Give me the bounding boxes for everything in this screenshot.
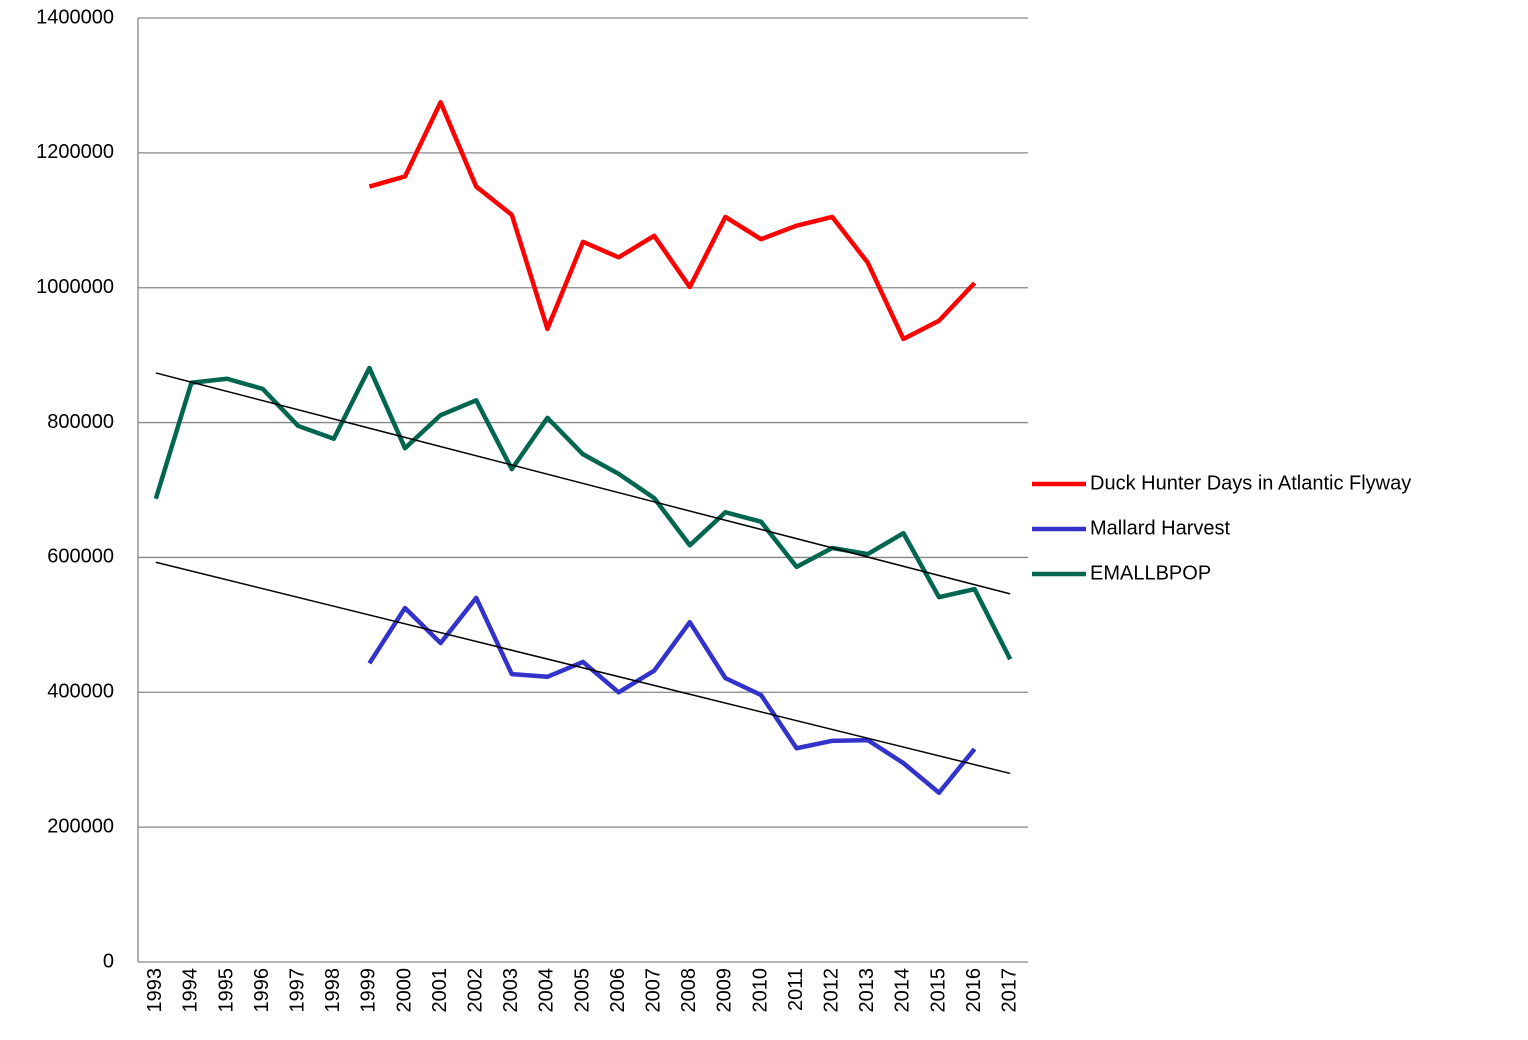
x-tick-label: 2011 bbox=[785, 968, 807, 1011]
trendline bbox=[155, 561, 1011, 775]
x-tick-label: 2014 bbox=[892, 968, 914, 1013]
x-tick-label: 1994 bbox=[180, 968, 202, 1013]
x-tick-label: 1993 bbox=[144, 968, 166, 1013]
x-tick-label: 1996 bbox=[251, 968, 273, 1013]
x-tick-label: 1998 bbox=[322, 968, 344, 1013]
x-tick-label: 2015 bbox=[927, 968, 949, 1013]
x-tick-label: 1999 bbox=[358, 968, 380, 1013]
x-tick-label: 2003 bbox=[500, 968, 522, 1013]
x-tick-label: 2001 bbox=[429, 968, 451, 1013]
x-tick-label: 1997 bbox=[286, 968, 308, 1013]
legend-label: Mallard Harvest bbox=[1090, 517, 1230, 539]
x-tick-label: 2008 bbox=[678, 968, 700, 1013]
series-line bbox=[368, 100, 977, 342]
x-tick-label: 2002 bbox=[464, 968, 486, 1013]
x-tick-label: 2017 bbox=[998, 968, 1020, 1013]
y-tick-label: 600000 bbox=[47, 546, 114, 568]
x-tick-label: 2013 bbox=[856, 968, 878, 1013]
legend-label: EMALLBPOP bbox=[1090, 562, 1211, 584]
x-tick-label: 2010 bbox=[749, 968, 771, 1013]
y-tick-label: 1000000 bbox=[36, 276, 114, 298]
x-tick-label: 2006 bbox=[607, 968, 629, 1013]
x-tick-label: 2000 bbox=[393, 968, 415, 1013]
y-tick-label: 1200000 bbox=[36, 141, 114, 163]
y-tick-label: 200000 bbox=[47, 815, 114, 837]
x-tick-label: 2007 bbox=[642, 968, 664, 1013]
y-tick-label: 800000 bbox=[47, 411, 114, 433]
y-tick-label: 400000 bbox=[47, 681, 114, 703]
trendline bbox=[155, 372, 1011, 595]
series-line bbox=[367, 595, 977, 796]
series-line bbox=[153, 365, 1013, 661]
x-tick-label: 2012 bbox=[820, 968, 842, 1013]
legend-label: Duck Hunter Days in Atlantic Flyway bbox=[1090, 472, 1411, 494]
x-tick-label: 2005 bbox=[571, 968, 593, 1013]
x-tick-label: 2004 bbox=[536, 968, 558, 1013]
x-tick-label: 2009 bbox=[714, 968, 736, 1013]
y-tick-label: 1400000 bbox=[36, 6, 114, 28]
x-tick-label: 2016 bbox=[963, 968, 985, 1013]
x-tick-label: 1995 bbox=[215, 968, 237, 1013]
y-tick-label: 0 bbox=[103, 950, 114, 972]
